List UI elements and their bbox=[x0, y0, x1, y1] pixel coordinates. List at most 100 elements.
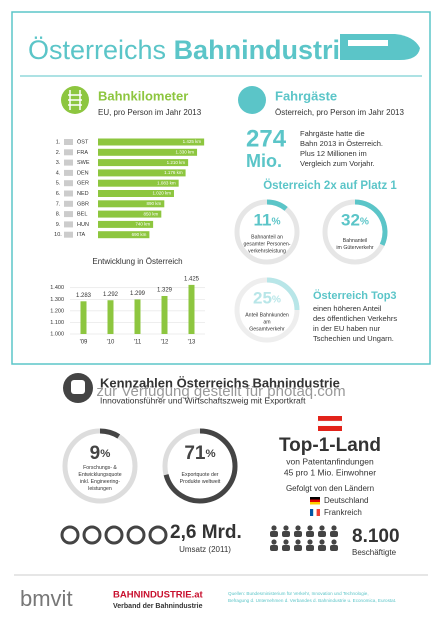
x-tick-label: '10 bbox=[107, 340, 115, 346]
people-icon bbox=[238, 86, 266, 114]
section-subtitle: Österreich, pro Person im Jahr 2013 bbox=[275, 108, 404, 117]
rank: 7. bbox=[56, 201, 61, 207]
value-label: 740 km bbox=[135, 222, 150, 227]
person-head bbox=[283, 525, 289, 531]
rail-icon-lines bbox=[68, 90, 82, 110]
y-tick-label: 1.200 bbox=[50, 308, 64, 314]
ring-label: Produkte weltweit bbox=[180, 479, 221, 485]
ring-arc bbox=[99, 428, 121, 439]
ring-value: 71% bbox=[184, 443, 215, 464]
section-subtitle: Innovationsführer und Wirtschaftszweig m… bbox=[100, 395, 306, 405]
category: HUN bbox=[77, 222, 89, 228]
section-title: Kennzahlen Österreichs Bahnindustrie bbox=[100, 375, 340, 390]
section-title: Fahrgäste bbox=[275, 88, 337, 103]
ring-number: 11 bbox=[253, 211, 271, 230]
ring-number: 9 bbox=[90, 443, 101, 464]
category: BEL bbox=[77, 212, 87, 218]
bar bbox=[98, 159, 189, 167]
flag bbox=[64, 211, 73, 218]
flag bbox=[64, 221, 73, 228]
rank: 10. bbox=[54, 232, 62, 238]
value-label: 1.083 km bbox=[157, 180, 176, 185]
text-line: des öffentlichen Verkehrs bbox=[313, 314, 397, 323]
bar bbox=[98, 210, 162, 218]
person-body bbox=[330, 531, 338, 537]
ring-arc bbox=[266, 277, 300, 311]
flag bbox=[64, 200, 73, 207]
person-head bbox=[295, 525, 301, 531]
x-tick-label: '09 bbox=[80, 340, 88, 346]
ring-label: gesamter Personen- bbox=[244, 241, 291, 247]
person-head bbox=[295, 539, 301, 545]
person-head bbox=[283, 539, 289, 545]
ring-arc bbox=[266, 199, 288, 211]
title-bold: Bahnindustrie bbox=[174, 35, 356, 65]
flag bbox=[64, 149, 73, 156]
ring-label: Bahnanteil bbox=[343, 238, 368, 244]
bar bbox=[134, 299, 141, 334]
person-body bbox=[294, 531, 302, 537]
x-tick-label: '11 bbox=[134, 340, 142, 346]
y-tick-label: 1.300 bbox=[50, 297, 64, 303]
bar bbox=[98, 190, 174, 197]
beschaeftigte: 8.100 bbox=[352, 526, 400, 547]
bar bbox=[98, 231, 150, 239]
ring-unit: % bbox=[271, 216, 280, 227]
x-tick-label: '13 bbox=[188, 340, 196, 346]
value-label: 1.020 km bbox=[152, 191, 171, 196]
chart-title: Entwicklung in Österreich bbox=[92, 257, 182, 266]
ring-unit: % bbox=[360, 216, 369, 227]
y-tick-label: 1.400 bbox=[50, 285, 64, 291]
ring-unit: % bbox=[206, 448, 216, 460]
ring-value: 9% bbox=[90, 443, 111, 464]
value-label: 1.299 bbox=[130, 291, 146, 297]
umsatz: 2,6 Mrd. bbox=[170, 522, 242, 543]
rank: 8. bbox=[56, 212, 61, 218]
frame bbox=[11, 11, 431, 365]
person-head bbox=[271, 539, 277, 545]
rank: 1. bbox=[56, 139, 61, 145]
ring-label: am bbox=[263, 319, 270, 325]
category: SWE bbox=[77, 160, 90, 166]
person-body bbox=[306, 531, 314, 537]
person-body bbox=[306, 545, 314, 551]
person-body bbox=[318, 545, 326, 551]
text-line: Vergleich zum Vorjahr. bbox=[300, 159, 375, 168]
text-line: Plus 12 Millionen im bbox=[300, 149, 367, 158]
text-line: in der EU haben nur bbox=[313, 324, 381, 333]
ring-number: 32 bbox=[341, 211, 360, 230]
bar bbox=[98, 148, 198, 156]
rank: 4. bbox=[56, 170, 61, 176]
ring-arc bbox=[163, 428, 238, 504]
category: FRA bbox=[77, 150, 88, 156]
logo-sub: Verband der Bahnindustrie bbox=[113, 603, 203, 610]
bar bbox=[80, 301, 87, 334]
value-label: 1.329 bbox=[157, 288, 173, 294]
bar bbox=[98, 200, 165, 208]
category: DEN bbox=[77, 170, 89, 176]
big-number: 274 bbox=[246, 125, 287, 152]
value-label: 1.330 km bbox=[176, 149, 195, 154]
bar bbox=[98, 220, 154, 228]
source: Quellen: Bundesministerium für Verkehr, … bbox=[228, 591, 369, 596]
ring-label: im Güterverkehr bbox=[336, 245, 373, 251]
ring-label: inkl. Engineering- bbox=[80, 479, 120, 485]
title-light: Österreichs bbox=[28, 35, 166, 65]
train-icon-body bbox=[71, 380, 85, 394]
value-label: 1.176 km bbox=[164, 170, 183, 175]
top-title: Top-1-Land bbox=[279, 435, 381, 456]
person-head bbox=[319, 525, 325, 531]
train-icon bbox=[340, 34, 420, 60]
people-icons bbox=[270, 525, 338, 551]
ring-label: Exportquote der bbox=[182, 472, 219, 478]
text-line: Bahn 2013 in Österreich. bbox=[300, 139, 383, 148]
bar bbox=[161, 295, 168, 334]
ring-unit: % bbox=[272, 294, 281, 305]
bar bbox=[98, 169, 186, 177]
person-body bbox=[270, 531, 278, 537]
bar bbox=[188, 284, 195, 334]
top3-title: Österreich Top3 bbox=[313, 289, 397, 302]
value-label: 1.425 km bbox=[183, 139, 202, 144]
person-head bbox=[271, 525, 277, 531]
watermark: zur Verfügung gestellt für photaq.com bbox=[96, 383, 345, 400]
